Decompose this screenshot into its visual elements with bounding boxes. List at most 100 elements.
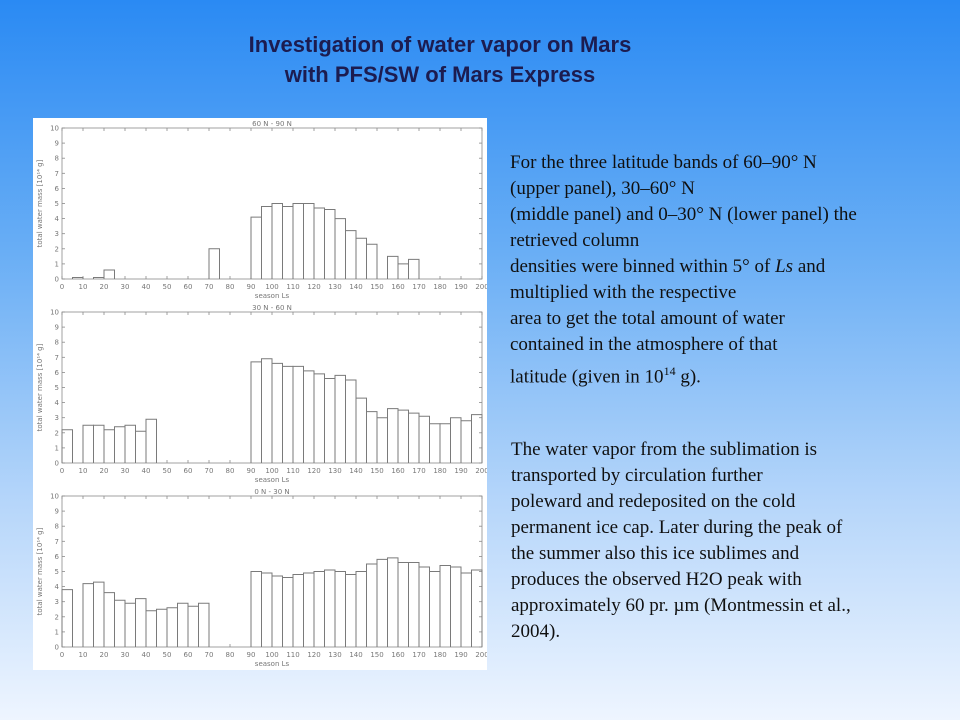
para1-text: densities were binned within 5° of xyxy=(510,256,776,277)
para1-line: multiplied with the respective xyxy=(510,282,737,303)
histogram-bin xyxy=(292,365,304,463)
histogram-bin xyxy=(460,572,472,647)
histogram-bin xyxy=(439,423,451,463)
para2-text: m (Montmessin et al., xyxy=(684,595,851,616)
title-line-2: with PFS/SW of Mars Express xyxy=(284,62,596,87)
histogram-bin xyxy=(313,571,325,647)
x-tick-label: 40 xyxy=(142,283,151,291)
x-tick-label: 140 xyxy=(349,283,362,291)
y-tick-label: 8 xyxy=(55,155,59,163)
histogram-bin xyxy=(376,417,388,463)
x-tick-label: 130 xyxy=(328,283,341,291)
histogram-bin xyxy=(408,561,420,647)
x-tick-label: 200 xyxy=(475,651,487,659)
histogram-bin xyxy=(61,429,73,463)
x-tick-label: 160 xyxy=(391,467,404,475)
histogram-bin xyxy=(324,377,336,463)
histogram-bin xyxy=(261,572,273,647)
histogram-bin xyxy=(397,263,409,279)
y-tick-label: 1 xyxy=(55,628,59,636)
y-tick-label: 3 xyxy=(55,230,59,238)
x-tick-label: 0 xyxy=(60,467,64,475)
x-tick-label: 40 xyxy=(142,651,151,659)
histogram-bin xyxy=(114,599,126,647)
y-tick-label: 6 xyxy=(55,369,60,377)
histogram-bin xyxy=(366,563,378,647)
y-tick-label: 4 xyxy=(55,583,60,591)
histogram-bin xyxy=(145,610,157,647)
x-tick-label: 190 xyxy=(454,467,467,475)
y-axis-label: total water mass [10¹⁴ g] xyxy=(36,527,44,615)
histogram-bin xyxy=(198,602,210,647)
x-tick-label: 60 xyxy=(184,651,193,659)
histogram-bin xyxy=(271,203,283,279)
histogram-bin xyxy=(292,574,304,647)
histogram-bin xyxy=(334,374,346,463)
histogram-bin xyxy=(103,269,115,279)
histogram-bin xyxy=(408,258,420,279)
histogram-bin xyxy=(250,361,262,463)
x-tick-label: 100 xyxy=(265,467,278,475)
histogram-bin xyxy=(345,230,357,279)
x-tick-label: 100 xyxy=(265,651,278,659)
x-tick-label: 90 xyxy=(247,651,256,659)
histogram-bin xyxy=(303,370,315,463)
x-tick-label: 170 xyxy=(412,651,425,659)
histogram-bin xyxy=(376,558,388,647)
x-tick-label: 70 xyxy=(205,283,214,291)
x-tick-label: 120 xyxy=(307,467,320,475)
x-tick-label: 50 xyxy=(163,467,172,475)
histogram-bin xyxy=(355,397,367,463)
x-tick-label: 180 xyxy=(433,283,446,291)
x-tick-label: 150 xyxy=(370,283,383,291)
x-tick-label: 60 xyxy=(184,467,193,475)
y-tick-label: 2 xyxy=(55,245,59,253)
histogram-bin xyxy=(124,424,136,463)
para1-text: and xyxy=(793,256,826,277)
x-tick-label: 110 xyxy=(286,651,299,659)
histogram-bin xyxy=(397,561,409,647)
x-tick-label: 20 xyxy=(100,283,109,291)
histogram-bin xyxy=(82,424,94,463)
x-tick-label: 130 xyxy=(328,467,341,475)
y-tick-label: 4 xyxy=(55,399,60,407)
histogram-bin xyxy=(156,608,168,647)
histogram-bin xyxy=(135,598,147,647)
histogram-bin xyxy=(408,412,420,463)
y-tick-label: 10 xyxy=(50,125,59,133)
y-tick-label: 1 xyxy=(55,260,59,268)
description-paragraph: For the three latitude bands of 60–90° N… xyxy=(510,150,857,390)
histogram-bin xyxy=(93,424,105,463)
para2-line: permanent ice cap. Later during the peak… xyxy=(511,517,843,538)
histogram-bin xyxy=(271,575,283,647)
x-tick-label: 10 xyxy=(79,283,88,291)
histogram-bin xyxy=(324,209,336,279)
para1-line: contained in the atmosphere of that xyxy=(510,334,778,355)
histogram-bin xyxy=(292,203,304,279)
x-tick-label: 20 xyxy=(100,467,109,475)
histogram-bin xyxy=(261,358,273,463)
histogram-bin xyxy=(387,557,399,647)
histogram-bin xyxy=(471,414,483,463)
histogram-bin xyxy=(355,571,367,647)
histogram-bin xyxy=(82,583,94,647)
x-tick-label: 120 xyxy=(307,283,320,291)
x-tick-label: 80 xyxy=(226,283,235,291)
histogram-bin xyxy=(355,237,367,279)
y-tick-label: 8 xyxy=(55,523,59,531)
para1-line: (upper panel), 30–60° N xyxy=(510,178,695,199)
y-tick-label: 7 xyxy=(55,170,59,178)
x-tick-label: 180 xyxy=(433,651,446,659)
y-tick-label: 2 xyxy=(55,429,59,437)
x-tick-label: 190 xyxy=(454,283,467,291)
y-tick-label: 3 xyxy=(55,414,59,422)
histogram-bin xyxy=(397,409,409,463)
x-tick-label: 200 xyxy=(475,467,487,475)
histogram-bin xyxy=(313,373,325,463)
x-tick-label: 90 xyxy=(247,467,256,475)
chart-area: 0 1 2 3 4 5 6 7 8 9 10 0 10 20 30 40 50 60 70 80 90 100 110 120… xyxy=(33,118,487,670)
histogram-bin xyxy=(93,581,105,647)
para2-line: the summer also this ice sublimes and xyxy=(511,543,800,564)
